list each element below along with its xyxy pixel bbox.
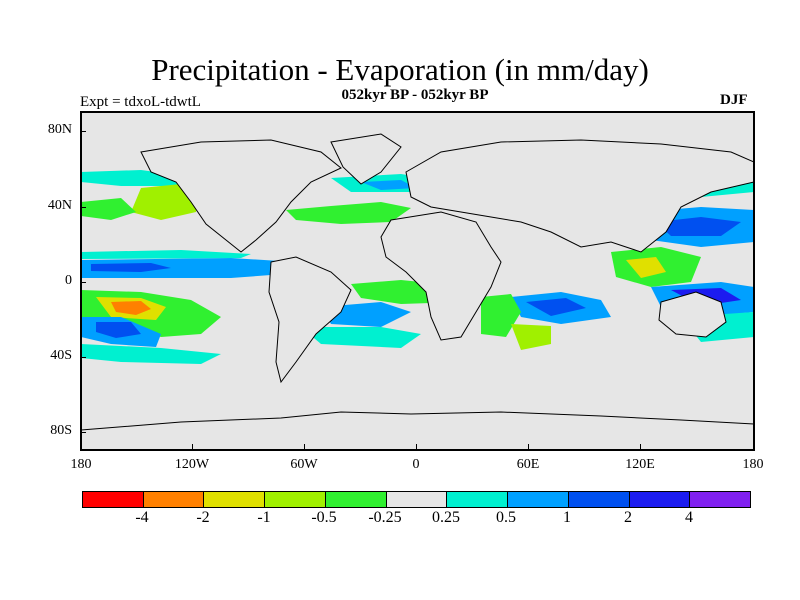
colorbar-box [83,492,144,507]
colorbar-box [447,492,509,507]
lat-tick [80,207,86,208]
map-panel [80,111,755,451]
contour-darkblue-wpacific [656,217,741,236]
south-america [268,256,352,384]
map-svg [81,112,754,450]
colorbar-box [690,492,751,507]
colorbar-label: 2 [624,509,632,526]
lat-label-0: 0 [65,273,72,288]
colorbar-box [386,492,448,507]
lon-tick [192,444,193,450]
greenland [330,133,402,185]
contour-red-spacific [111,301,151,315]
colorbar-label: -1 [257,509,271,526]
contour-cyan-spacific-south [81,344,221,364]
continents [81,133,754,450]
australia [658,291,727,338]
colorbar-label: 0.25 [432,509,460,526]
colorbar-box [629,492,691,507]
lon-label-180w: 180 [70,457,92,472]
colorbar-label: -0.25 [368,509,402,526]
lon-label-120e: 120E [625,457,655,472]
lon-label-180e: 180 [742,457,764,472]
contour-yellow-maritime [626,257,666,278]
contour-blue-satlantic [321,302,411,327]
contour-blue-natlantic [361,180,416,190]
season-label: DJF [720,92,748,108]
contour-green-npacific [131,184,199,220]
colorbar-box [143,492,205,507]
lon-label-60w: 60W [290,457,318,472]
lat-label-80n: 80N [47,122,72,137]
lon-tick [304,444,305,450]
contour-green-indian-south [511,324,551,350]
north-america [140,139,342,253]
contour-green-npacific2 [81,198,136,220]
colorbar [82,491,751,508]
contour-cyan-pacific-eq [81,250,251,259]
lon-label-0: 0 [412,457,420,472]
lat-tick [80,432,86,433]
africa [380,211,502,341]
colorbar-label: 0.5 [496,509,516,526]
colorbar-label: -4 [135,509,149,526]
lat-tick [80,357,86,358]
contour-darkblue-spacific [96,322,141,338]
colorbar-label: -2 [196,509,210,526]
map-frame [81,112,754,450]
contour-cyan-satlantic [301,327,421,348]
colorbar-label: 4 [685,509,693,526]
lat-label-40s: 40S [50,348,72,363]
lon-tick [528,444,529,450]
colorbar-box [508,492,569,507]
antarctica [81,411,754,450]
contour-blue-pacific-eq [81,258,311,278]
experiment-label: Expt = tdxoL-tdwtL [80,94,201,110]
lat-tick [80,282,86,283]
contour-green-natlantic [286,202,411,224]
plot-title: Precipitation - Evaporation (in mm/day) [151,52,649,87]
contour-green-indian [481,294,521,337]
contour-darkblue-pacific-eq [91,263,171,272]
colorbar-box [265,492,326,507]
eurasia [405,139,754,253]
lat-tick [80,131,86,132]
colorbar-box [568,492,630,507]
lon-tick [416,444,417,450]
contour-darkblue-indian [526,298,586,316]
colorbar-box [204,492,266,507]
colorbar-label: -0.5 [311,509,337,526]
colorbar-box [325,492,387,507]
lon-label-60e: 60E [516,457,540,472]
lon-label-120w: 120W [174,457,210,472]
lon-tick [640,444,641,450]
plot-subtitle: 052kyr BP - 052kyr BP [341,87,489,103]
lat-label-40n: 40N [47,198,72,213]
colorbar-label: 1 [563,509,571,526]
lat-label-80s: 80S [50,423,72,438]
